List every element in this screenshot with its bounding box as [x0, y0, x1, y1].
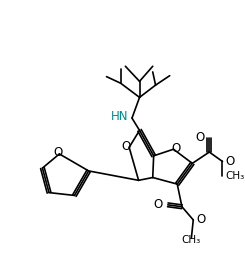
Text: O: O: [196, 213, 205, 226]
Text: HN: HN: [111, 110, 128, 123]
Text: O: O: [122, 140, 131, 153]
Text: O: O: [53, 147, 62, 159]
Text: O: O: [154, 198, 163, 211]
Text: O: O: [195, 131, 205, 144]
Text: CH₃: CH₃: [225, 171, 245, 181]
Text: O: O: [172, 142, 181, 155]
Text: O: O: [225, 155, 234, 168]
Text: CH₃: CH₃: [182, 235, 201, 245]
